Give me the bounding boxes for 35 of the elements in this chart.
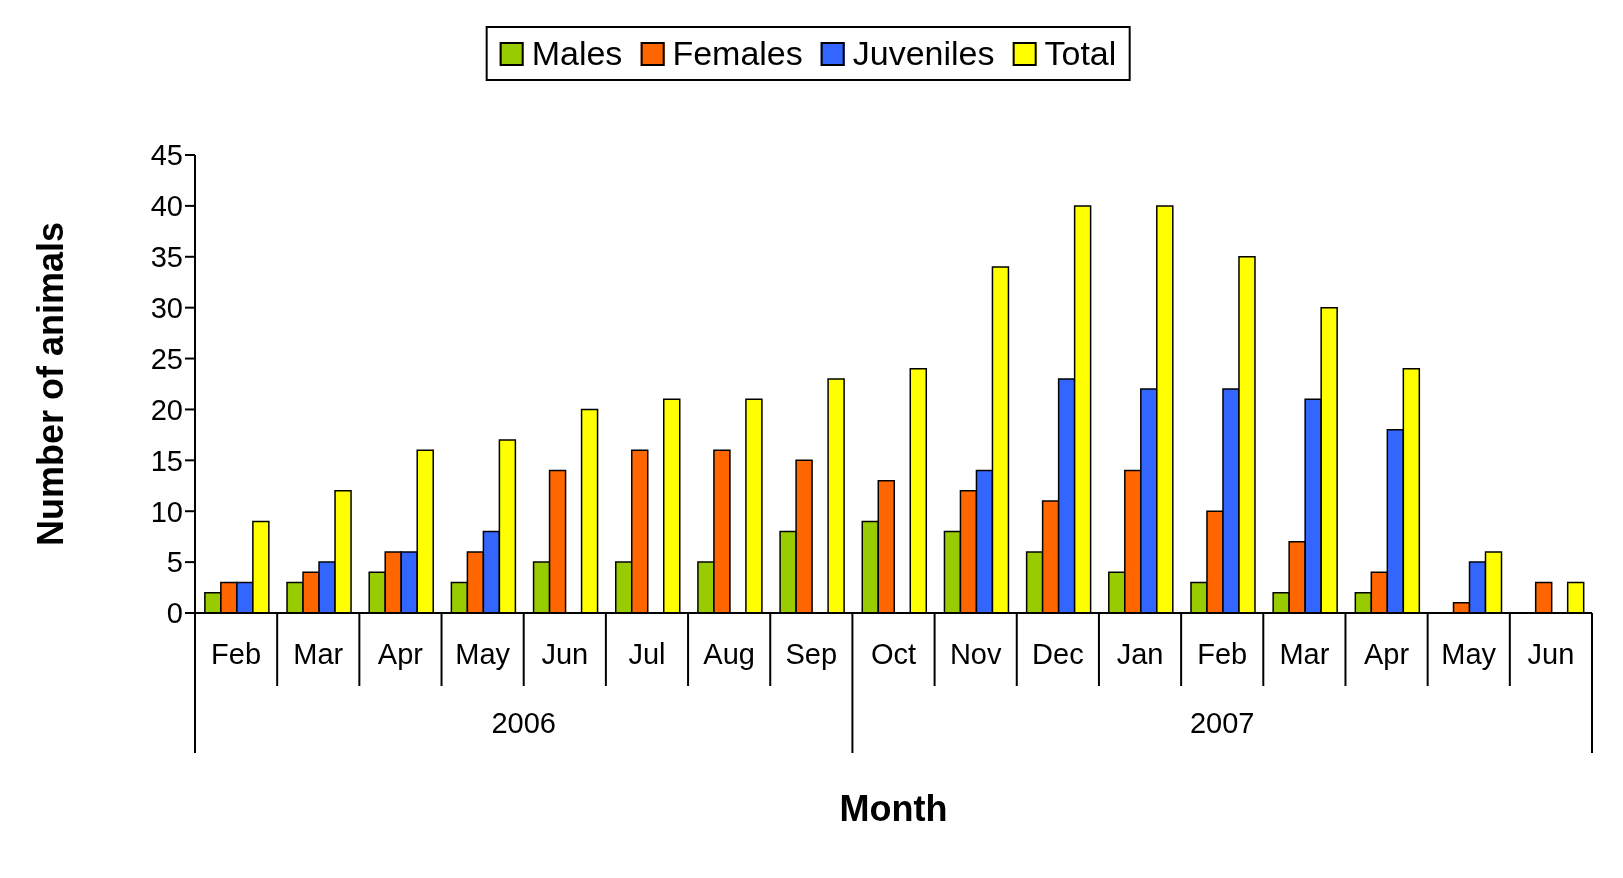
y-tick-label: 15 bbox=[150, 444, 183, 477]
y-tick-label: 0 bbox=[166, 597, 183, 630]
x-tick-label: Oct bbox=[870, 638, 917, 670]
y-tick-label: 10 bbox=[150, 495, 183, 528]
x-tick-label: May bbox=[1441, 638, 1497, 670]
x-tick-label: Mar bbox=[1279, 638, 1330, 670]
x-tick-label: Feb bbox=[1197, 638, 1248, 670]
x-tick-label: Jun bbox=[1527, 638, 1575, 670]
legend-label: Males bbox=[531, 34, 623, 73]
legend-label: Total bbox=[1044, 34, 1117, 73]
x-axis-title: Month bbox=[838, 788, 949, 830]
y-tick-label: 35 bbox=[150, 241, 183, 274]
text: 2006 bbox=[491, 707, 556, 739]
x-tick-label: Sep bbox=[785, 638, 838, 670]
text: 2007 bbox=[1189, 707, 1255, 739]
y-tick-label: 45 bbox=[150, 139, 183, 172]
x-tick-label: May bbox=[455, 638, 511, 670]
y-tick-label: 30 bbox=[150, 291, 183, 324]
y-tick-label: 40 bbox=[150, 190, 183, 223]
y-tick-label: 20 bbox=[150, 393, 183, 426]
x-tick-label: Jul bbox=[628, 638, 666, 670]
y-tick-label: 25 bbox=[150, 342, 183, 375]
x-tick-label: Jan bbox=[1116, 638, 1164, 670]
x-tick-label: Aug bbox=[703, 638, 755, 670]
y-tick-label: 5 bbox=[166, 546, 183, 579]
x-tick-label: Mar bbox=[293, 638, 344, 670]
x-tick-label: Feb bbox=[211, 638, 262, 670]
x-tick-label: Apr bbox=[377, 638, 424, 670]
y-axis-title: Number of animals bbox=[30, 221, 72, 547]
x-tick-label: Nov bbox=[949, 638, 1002, 670]
legend-label: Juveniles bbox=[852, 34, 995, 73]
x-tick-label: Dec bbox=[1032, 638, 1084, 670]
x-tick-label: Jun bbox=[541, 638, 589, 670]
legend-label: Females bbox=[672, 34, 803, 73]
x-tick-label: Apr bbox=[1363, 638, 1410, 670]
